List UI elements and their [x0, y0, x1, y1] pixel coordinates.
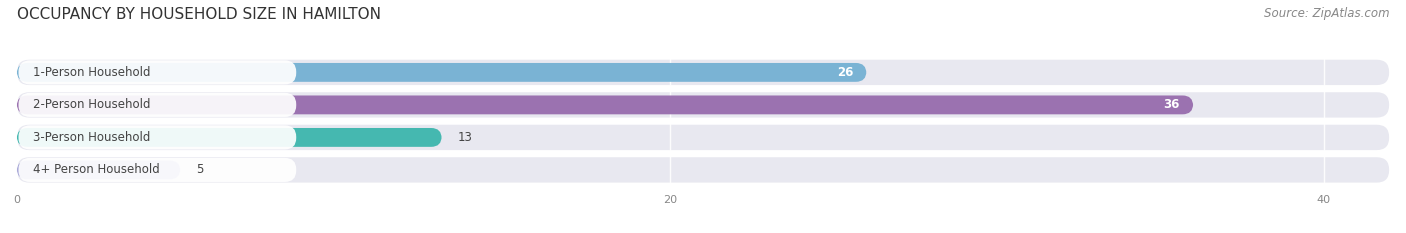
Text: 13: 13	[458, 131, 472, 144]
Text: 26: 26	[837, 66, 853, 79]
FancyBboxPatch shape	[18, 158, 297, 182]
FancyBboxPatch shape	[18, 125, 297, 149]
Text: 2-Person Household: 2-Person Household	[34, 98, 150, 111]
FancyBboxPatch shape	[17, 92, 1389, 118]
FancyBboxPatch shape	[18, 93, 297, 117]
Text: 4+ Person Household: 4+ Person Household	[34, 163, 160, 176]
Text: OCCUPANCY BY HOUSEHOLD SIZE IN HAMILTON: OCCUPANCY BY HOUSEHOLD SIZE IN HAMILTON	[17, 7, 381, 22]
FancyBboxPatch shape	[17, 161, 180, 179]
FancyBboxPatch shape	[17, 96, 1194, 114]
FancyBboxPatch shape	[17, 60, 1389, 85]
Text: 5: 5	[197, 163, 204, 176]
Text: 3-Person Household: 3-Person Household	[34, 131, 150, 144]
FancyBboxPatch shape	[17, 125, 1389, 150]
FancyBboxPatch shape	[18, 60, 297, 84]
Text: 1-Person Household: 1-Person Household	[34, 66, 150, 79]
Text: 36: 36	[1164, 98, 1180, 111]
FancyBboxPatch shape	[17, 128, 441, 147]
FancyBboxPatch shape	[17, 63, 866, 82]
FancyBboxPatch shape	[17, 157, 1389, 183]
Text: Source: ZipAtlas.com: Source: ZipAtlas.com	[1264, 7, 1389, 20]
